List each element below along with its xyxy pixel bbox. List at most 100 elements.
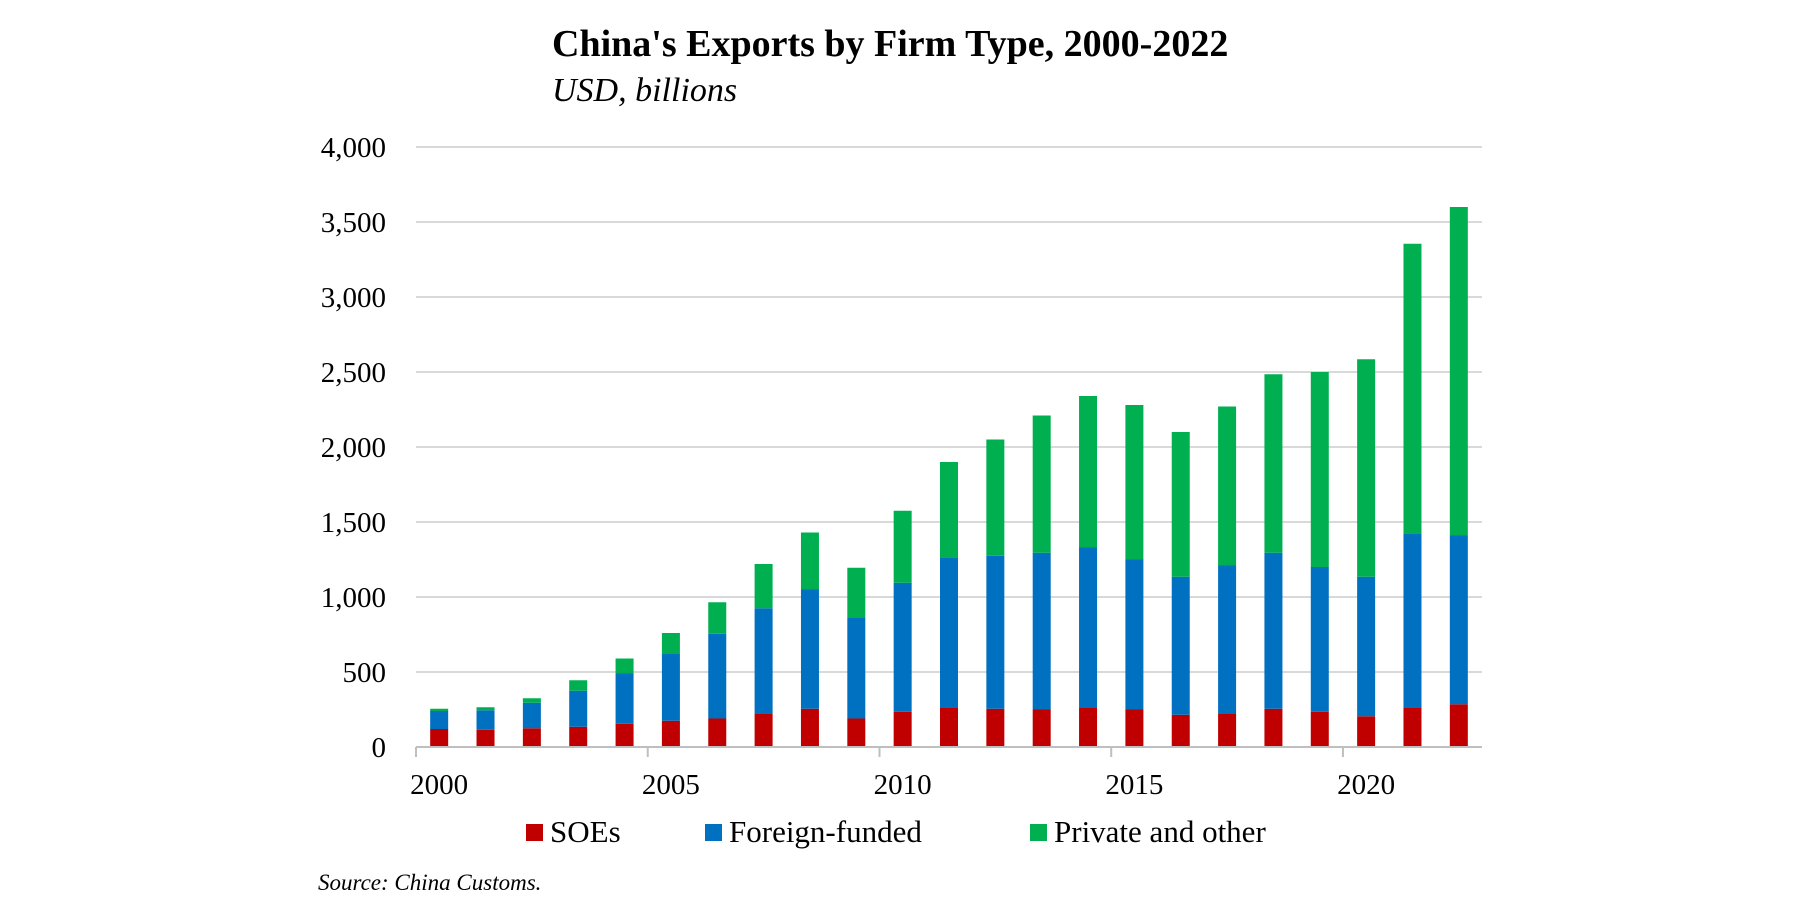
legend: SOEs Foreign-funded Private and other xyxy=(0,814,1800,854)
bar-soes-2004 xyxy=(615,723,634,747)
bar-foreign-funded-2012 xyxy=(986,555,1005,709)
y-tick-label: 1,500 xyxy=(321,507,386,539)
x-tick-label: 2010 xyxy=(874,769,932,801)
y-tick-label: 3,000 xyxy=(321,282,386,314)
bar-foreign-funded-2016 xyxy=(1171,576,1190,715)
bar-soes-2022 xyxy=(1449,704,1468,747)
bar-soes-2001 xyxy=(476,729,495,747)
legend-label-soes: SOEs xyxy=(550,814,621,849)
bar-soes-2013 xyxy=(1032,709,1051,747)
source-note: Source: China Customs. xyxy=(318,870,542,895)
legend-label-foreign-funded: Foreign-funded xyxy=(729,814,922,849)
bar-foreign-funded-2003 xyxy=(569,690,588,727)
bar-private-and-other-2016 xyxy=(1171,432,1190,577)
bar-private-and-other-2021 xyxy=(1403,243,1422,534)
bar-foreign-funded-2018 xyxy=(1264,552,1283,709)
legend-item-private-and-other: Private and other xyxy=(1030,814,1266,850)
bar-soes-2009 xyxy=(847,718,866,747)
legend-swatch-soes xyxy=(526,823,543,841)
x-tick-label: 2015 xyxy=(1105,769,1163,801)
legend-swatch-private-and-other xyxy=(1030,823,1047,841)
bar-foreign-funded-2021 xyxy=(1403,533,1422,708)
bar-foreign-funded-2009 xyxy=(847,618,866,719)
bar-soes-2011 xyxy=(940,707,958,747)
bar-foreign-funded-2015 xyxy=(1125,559,1144,710)
bar-private-and-other-2017 xyxy=(1218,406,1237,566)
bar-foreign-funded-2004 xyxy=(615,673,634,724)
y-tick-label: 1,000 xyxy=(321,582,386,614)
bar-soes-2003 xyxy=(569,726,588,747)
bar-private-and-other-2003 xyxy=(569,680,588,691)
chart-subtitle: USD, billions xyxy=(552,72,738,109)
bar-foreign-funded-2022 xyxy=(1449,535,1468,705)
bar-foreign-funded-2013 xyxy=(1032,552,1051,710)
y-tick-label: 0 xyxy=(372,732,387,764)
axes xyxy=(415,746,1482,757)
bar-soes-2020 xyxy=(1357,716,1376,747)
bar-soes-2012 xyxy=(986,708,1005,747)
y-tick-label: 2,500 xyxy=(321,357,386,389)
bar-soes-2008 xyxy=(800,708,819,747)
legend-item-foreign-funded: Foreign-funded xyxy=(705,814,922,850)
bar-foreign-funded-2007 xyxy=(754,608,773,714)
bar-private-and-other-2011 xyxy=(940,462,958,558)
bar-soes-2014 xyxy=(1079,708,1098,747)
bar-private-and-other-2004 xyxy=(615,658,634,674)
bar-private-and-other-2010 xyxy=(893,510,912,583)
bar-foreign-funded-2017 xyxy=(1218,565,1237,714)
bar-soes-2019 xyxy=(1310,711,1329,747)
bar-foreign-funded-2010 xyxy=(893,582,912,712)
bar-private-and-other-2018 xyxy=(1264,374,1283,553)
bar-private-and-other-2009 xyxy=(847,567,866,618)
bar-foreign-funded-2020 xyxy=(1357,576,1376,717)
bar-soes-2017 xyxy=(1218,713,1237,747)
bar-soes-2010 xyxy=(893,711,912,747)
y-tick-label: 3,500 xyxy=(321,207,386,239)
bar-soes-2007 xyxy=(754,713,773,747)
bar-foreign-funded-2011 xyxy=(940,557,958,708)
bar-soes-2021 xyxy=(1403,707,1422,747)
x-tick-label: 2000 xyxy=(410,769,468,801)
legend-label-private-and-other: Private and other xyxy=(1054,814,1266,849)
bar-private-and-other-2005 xyxy=(661,633,680,654)
tick-labels: 0 500 1,000 1,500 2,000 2,500 3,000 3,500 4,000 2… xyxy=(321,132,1395,801)
bar-private-and-other-2008 xyxy=(800,532,819,590)
bar-private-and-other-2007 xyxy=(754,564,773,609)
bar-foreign-funded-2014 xyxy=(1079,547,1098,708)
bar-private-and-other-2014 xyxy=(1079,396,1098,548)
bar-private-and-other-2006 xyxy=(708,602,727,634)
bar-private-and-other-2020 xyxy=(1357,359,1376,577)
bar-soes-2015 xyxy=(1125,709,1144,747)
chart-title: China's Exports by Firm Type, 2000-2022 xyxy=(552,23,1229,65)
bar-foreign-funded-2008 xyxy=(800,589,819,709)
bar-private-and-other-2012 xyxy=(986,439,1005,556)
bar-private-and-other-2001 xyxy=(476,707,495,711)
x-tick-label: 2005 xyxy=(642,769,700,801)
y-tick-label: 2,000 xyxy=(321,432,386,464)
bar-soes-2016 xyxy=(1171,714,1190,747)
bar-soes-2000 xyxy=(430,729,449,747)
bar-foreign-funded-2001 xyxy=(476,710,495,730)
bar-soes-2005 xyxy=(661,720,680,747)
bar-foreign-funded-2019 xyxy=(1310,567,1329,712)
bar-private-and-other-2022 xyxy=(1449,207,1468,536)
bar-foreign-funded-2000 xyxy=(430,711,449,729)
bar-soes-2002 xyxy=(522,728,541,747)
y-tick-label: 4,000 xyxy=(321,132,386,164)
bar-foreign-funded-2005 xyxy=(661,654,680,721)
bar-private-and-other-2000 xyxy=(430,708,449,711)
bar-foreign-funded-2006 xyxy=(708,633,727,719)
bar-private-and-other-2013 xyxy=(1032,415,1051,553)
bar-foreign-funded-2002 xyxy=(522,702,541,729)
legend-swatch-foreign-funded xyxy=(705,823,722,841)
x-tick-label: 2020 xyxy=(1337,769,1395,801)
legend-item-soes: SOEs xyxy=(526,814,621,850)
bar-soes-2018 xyxy=(1264,708,1283,747)
bar-private-and-other-2019 xyxy=(1310,372,1329,567)
bar-private-and-other-2002 xyxy=(522,698,541,703)
bar-private-and-other-2015 xyxy=(1125,405,1144,560)
bar-soes-2006 xyxy=(708,718,727,747)
bars xyxy=(430,207,1468,747)
y-tick-label: 500 xyxy=(343,657,387,689)
